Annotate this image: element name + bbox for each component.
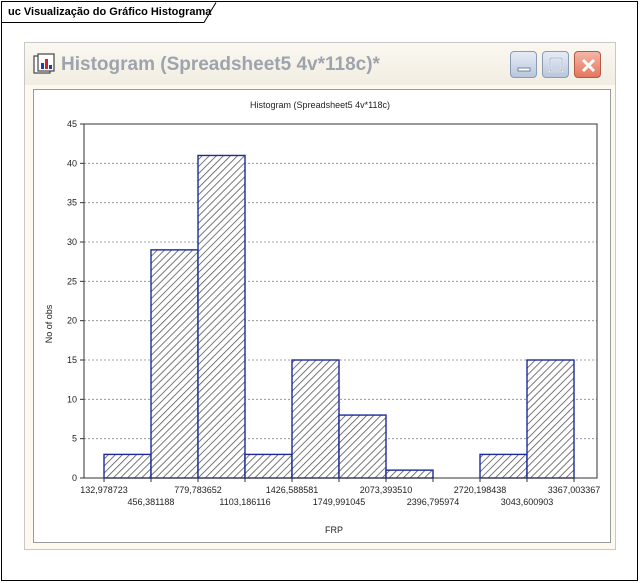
x-tick-label: 779,783652	[174, 485, 222, 495]
x-tick-label: 2396,795974	[407, 497, 460, 507]
window-title: Histogram (Spreadsheet5 4v*118c)*	[61, 54, 380, 75]
x-tick-label: 3043,600903	[501, 497, 554, 507]
x-tick-label: 132,978723	[80, 485, 128, 495]
y-tick-label: 15	[67, 355, 77, 365]
histogram-bar	[103, 453, 152, 479]
histogram-window: Histogram (Spreadsheet5 4v*118c)*	[24, 42, 616, 550]
histogram-bar	[291, 359, 340, 479]
minimize-icon	[517, 67, 531, 72]
x-axis-label: FRP	[325, 525, 343, 535]
close-button[interactable]	[574, 51, 601, 78]
histogram-chart: Histogram (Spreadsheet5 4v*118c) FRP No …	[44, 100, 601, 535]
histogram-bar	[150, 249, 199, 479]
histogram-bar	[526, 359, 575, 479]
y-tick-label: 35	[67, 198, 77, 208]
x-tick-label: 2720,198438	[454, 485, 507, 495]
histogram-bar	[338, 414, 387, 479]
y-tick-label: 25	[67, 276, 77, 286]
histogram-app-icon	[33, 53, 55, 74]
maximize-button[interactable]	[542, 51, 569, 78]
chart-title: Histogram (Spreadsheet5 4v*118c)	[250, 100, 390, 110]
window-titlebar[interactable]: Histogram (Spreadsheet5 4v*118c)*	[25, 43, 615, 85]
y-axis-label: No of obs	[44, 304, 54, 343]
x-tick-label: 1749,991045	[313, 497, 366, 507]
histogram-bar	[244, 453, 293, 479]
x-tick-label: 456,381188	[128, 497, 175, 507]
x-tick-label: 2073,393510	[360, 485, 413, 495]
diagram-tab-outline	[2, 2, 217, 23]
x-tick-label: 1426,588581	[266, 485, 319, 495]
histogram-bar	[197, 154, 246, 479]
histogram-bar	[479, 453, 528, 479]
y-tick-label: 45	[67, 119, 77, 129]
minimize-button[interactable]	[510, 51, 537, 78]
y-tick-label: 10	[67, 394, 77, 404]
close-icon	[581, 58, 596, 73]
y-tick-label: 5	[72, 434, 77, 444]
maximize-icon	[548, 56, 564, 73]
plot-frame	[83, 123, 598, 479]
x-tick-label: 1103,186116	[219, 497, 270, 507]
x-tick-label: 3367,003367	[548, 485, 601, 495]
y-tick-label: 20	[67, 316, 77, 326]
y-tick-label: 30	[67, 237, 77, 247]
histogram-plot-area: Histogram (Spreadsheet5 4v*118c) FRP No …	[33, 89, 611, 543]
y-tick-label: 40	[67, 158, 77, 168]
histogram-bar	[385, 469, 434, 479]
diagram-tab-label: uc Visualização do Gráfico Histograma	[8, 6, 212, 18]
y-tick-label: 0	[72, 473, 77, 483]
